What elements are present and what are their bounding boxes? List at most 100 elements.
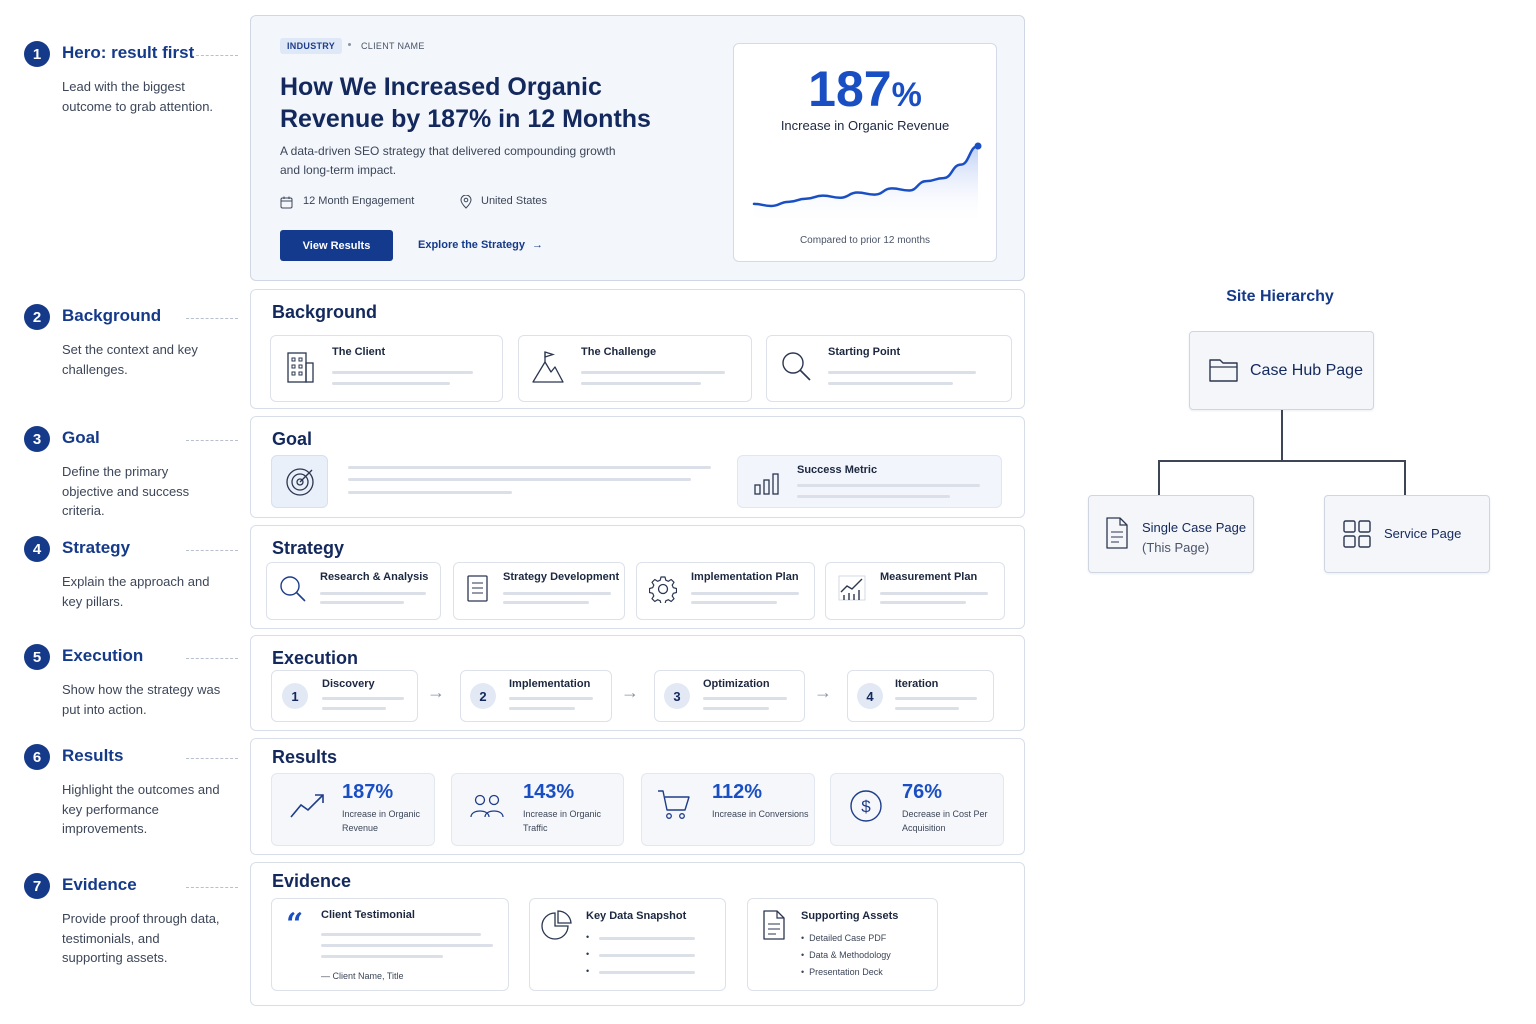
placeholder-line xyxy=(599,937,695,940)
card-label: The Challenge xyxy=(581,346,657,358)
annotation-title: Execution xyxy=(62,646,144,665)
metric-value: 76% xyxy=(902,781,943,803)
node-label: Single Case Page xyxy=(1142,520,1247,535)
shopping-cart-icon xyxy=(658,790,690,819)
asset-item: • Detailed Case PDF xyxy=(801,933,887,943)
annotation-desc: Explain the approach and key pillars. xyxy=(62,574,210,609)
dashed-leader xyxy=(186,887,238,888)
pie-chart-icon xyxy=(541,910,572,940)
section-heading: Goal xyxy=(272,429,313,449)
stat-value: 187% xyxy=(808,61,922,117)
placeholder-line xyxy=(895,707,959,710)
dashed-leader xyxy=(186,440,238,441)
annotation-title: Background xyxy=(62,306,162,325)
placeholder-line xyxy=(581,382,701,385)
metric-value: 143% xyxy=(523,781,575,803)
placeholder-line xyxy=(599,954,695,957)
placeholder-line xyxy=(503,601,589,604)
location-pin-icon xyxy=(460,195,472,209)
result-metric-card: 187% Increase in Organic Revenue xyxy=(271,773,435,846)
step-number-badge: 3 xyxy=(24,426,50,452)
placeholder-line xyxy=(895,697,977,700)
dashed-leader xyxy=(196,55,238,56)
card-label: The Client xyxy=(332,346,386,358)
step-number-badge: 7 xyxy=(24,873,50,899)
placeholder-line xyxy=(828,371,976,374)
card-label: Measurement Plan xyxy=(880,571,978,583)
arrow-right-icon: → xyxy=(621,682,639,702)
hero-section: INDUSTRY CLIENT NAME How We Increased Or… xyxy=(250,15,1025,281)
target-icon xyxy=(286,468,314,496)
strategy-card: Research & Analysis xyxy=(266,562,441,620)
quote-icon: “ xyxy=(286,907,304,942)
annotation-title: Strategy xyxy=(62,538,131,557)
asset-item: • Data & Methodology xyxy=(801,950,891,960)
arrow-right-icon: → xyxy=(532,239,544,251)
service-page-node[interactable]: Service Page xyxy=(1324,495,1490,573)
annotation-desc: Set the context and key challenges. xyxy=(62,342,198,377)
execution-step: 3 Optimization xyxy=(654,670,805,722)
folder-icon xyxy=(1209,359,1238,382)
hero-lede: A data-driven SEO strategy that delivere… xyxy=(280,144,616,177)
annotation-desc: Show how the strategy was put into actio… xyxy=(62,682,221,717)
bullet: • xyxy=(586,966,590,976)
location: United States xyxy=(481,195,548,207)
card-label: Strategy Development xyxy=(503,571,620,583)
step-number: 4 xyxy=(857,683,883,709)
document-icon xyxy=(1106,517,1128,549)
placeholder-line xyxy=(348,491,512,494)
arrow-right-icon: → xyxy=(427,682,445,702)
node-label: Case Hub Page xyxy=(1250,362,1363,379)
step-label: Discovery xyxy=(322,678,375,690)
placeholder-line xyxy=(320,601,404,604)
placeholder-line xyxy=(691,601,777,604)
explore-strategy-link[interactable]: Explore the Strategy → xyxy=(418,239,543,251)
site-hierarchy-title: Site Hierarchy xyxy=(1226,288,1334,305)
placeholder-line xyxy=(691,592,799,595)
strategy-card: Strategy Development xyxy=(453,562,625,620)
metric-desc: Increase in Organic Revenue xyxy=(342,809,421,833)
node-note: (This Page) xyxy=(1142,540,1210,555)
step-label: Implementation xyxy=(509,678,591,690)
annotation-desc: Provide proof through data, testimonials… xyxy=(62,911,220,965)
step-number: 2 xyxy=(470,683,496,709)
dashed-leader xyxy=(186,758,238,759)
client-card: The Client xyxy=(270,335,503,402)
placeholder-line xyxy=(321,955,443,958)
growth-sparkline xyxy=(752,142,982,224)
building-icon xyxy=(287,352,314,383)
dashed-leader xyxy=(186,550,238,551)
users-icon xyxy=(470,794,504,818)
magnifier-icon xyxy=(280,576,306,602)
step-number: 3 xyxy=(664,683,690,709)
testimonial-author: — Client Name, Title xyxy=(321,971,404,981)
bullet: • xyxy=(586,949,590,959)
execution-step: 4 Iteration xyxy=(847,670,994,722)
testimonial-card: “ Client Testimonial — Client Name, Titl… xyxy=(271,898,509,991)
placeholder-line xyxy=(503,592,611,595)
placeholder-line xyxy=(703,697,787,700)
bar-chart-icon xyxy=(754,473,779,495)
grid-icon xyxy=(1343,520,1371,548)
step-number-badge: 5 xyxy=(24,644,50,670)
result-metric-card: 112% Increase in Conversions xyxy=(641,773,815,846)
view-results-button[interactable]: View Results xyxy=(280,230,393,261)
execution-step: 2 Implementation xyxy=(460,670,612,722)
case-hub-page-node[interactable]: Case Hub Page xyxy=(1189,331,1374,410)
execution-section: Execution 1 Discovery → 2 Implementation… xyxy=(250,635,1025,731)
results-section: Results 187% Increase in Organic Revenue… xyxy=(250,738,1025,855)
execution-step: 1 Discovery xyxy=(271,670,418,722)
section-heading: Execution xyxy=(272,648,359,668)
card-label: Implementation Plan xyxy=(691,571,799,583)
trend-chart-icon xyxy=(838,575,866,601)
card-label: Supporting Assets xyxy=(801,910,899,922)
single-case-page-node[interactable]: Single Case Page (This Page) xyxy=(1088,495,1254,573)
asset-item: • Presentation Deck xyxy=(801,967,883,977)
placeholder-line xyxy=(703,707,769,710)
placeholder-line xyxy=(322,697,404,700)
step-number-badge: 4 xyxy=(24,536,50,562)
step-label: Iteration xyxy=(895,678,939,690)
placeholder-line xyxy=(797,495,950,498)
metric-desc: Increase in Organic Traffic xyxy=(523,809,602,833)
metric-value: 112% xyxy=(712,781,763,803)
